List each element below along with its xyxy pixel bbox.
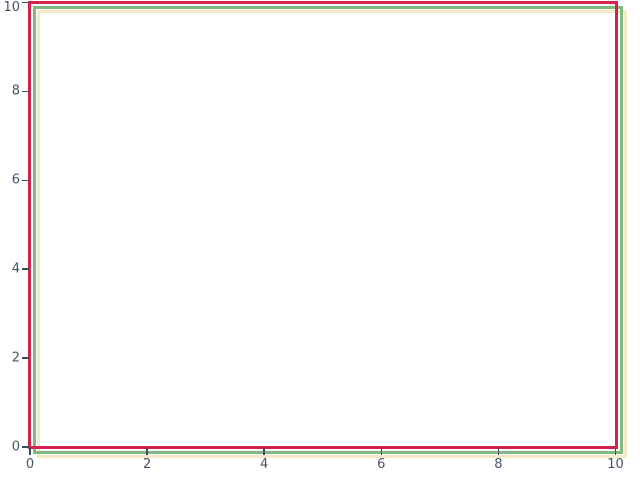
x-tick-label: 6 [377, 457, 386, 472]
x-tick-label: 10 [607, 457, 624, 472]
x-tick-mark [614, 448, 617, 455]
y-tick-label: 0 [11, 439, 20, 455]
cream-rectangle [37, 10, 627, 458]
y-tick-label: 6 [11, 172, 20, 188]
y-tick-mark [22, 90, 29, 93]
x-tick-mark [380, 448, 383, 455]
x-tick-mark [497, 448, 500, 455]
x-tick-mark [29, 448, 31, 455]
y-tick-mark [22, 268, 29, 270]
x-tick-mark [263, 448, 265, 455]
x-tick-label: 0 [25, 457, 35, 472]
y-tick-label: 2 [11, 350, 20, 366]
y-tick-label: 4 [11, 261, 20, 277]
red-rectangle [28, 1, 618, 449]
y-tick-mark [22, 179, 29, 182]
x-tick-label: 8 [494, 457, 503, 472]
y-tick-mark [22, 1, 29, 4]
x-tick-label: 4 [260, 457, 269, 472]
green-rectangle [32, 5, 623, 454]
x-tick-label: 2 [142, 457, 152, 472]
y-tick-label: 8 [11, 83, 20, 99]
y-tick-label: 10 [3, 0, 20, 15]
x-tick-mark [146, 448, 148, 455]
y-tick-mark [22, 357, 29, 359]
y-tick-mark [22, 446, 29, 448]
